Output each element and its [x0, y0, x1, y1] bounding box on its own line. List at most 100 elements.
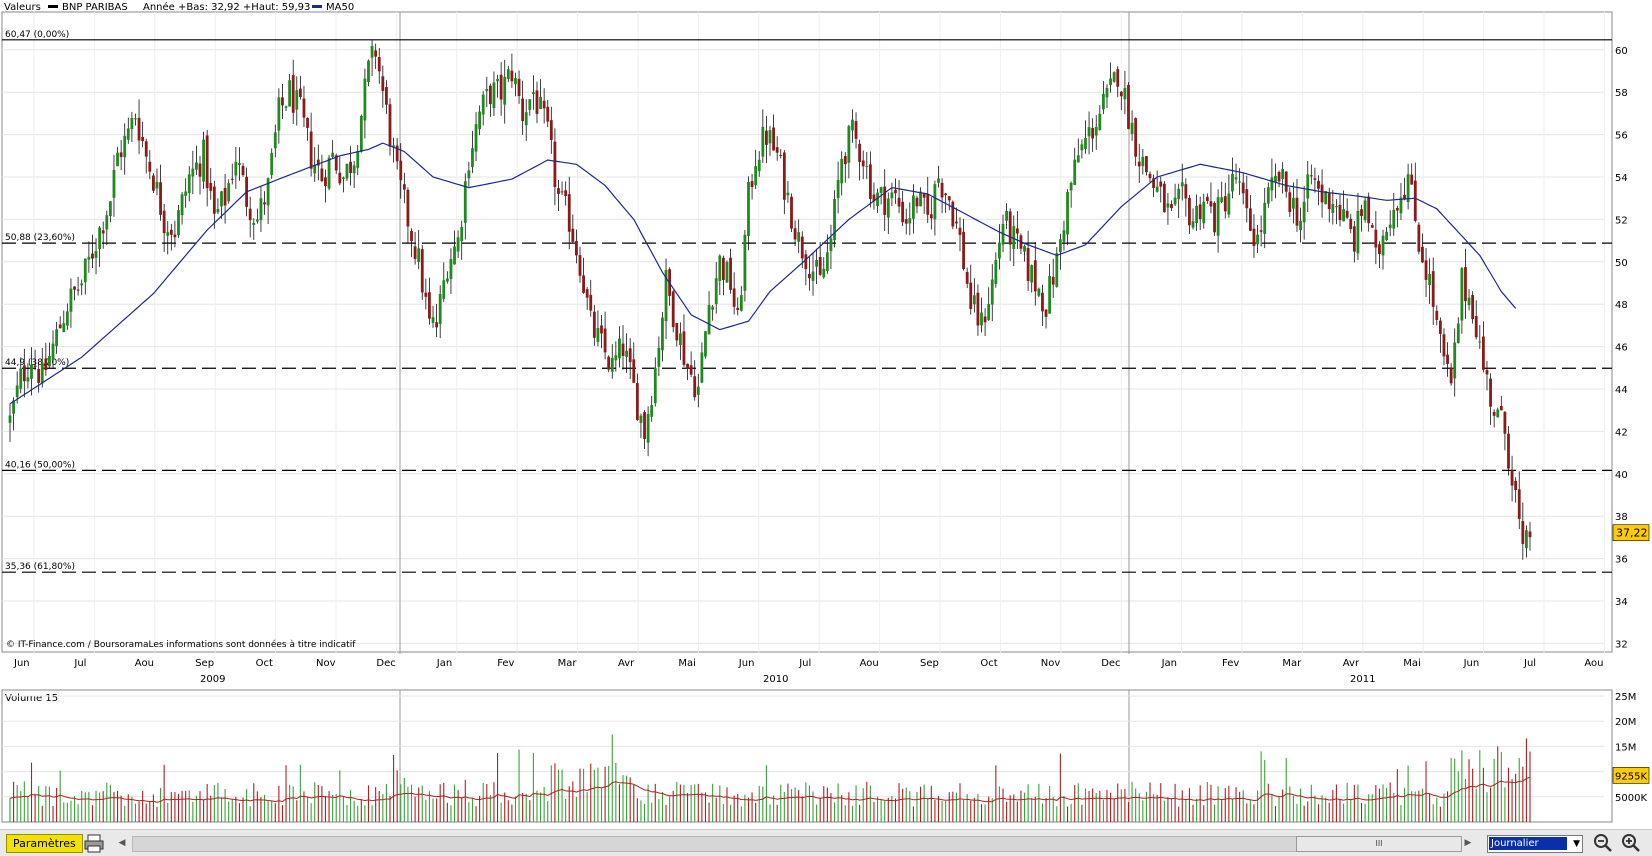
current-price-badge: [1612, 524, 1650, 542]
horizontal-scrollbar[interactable]: [132, 836, 1462, 852]
series-name: BNP PARIBAS: [62, 2, 128, 13]
candle-body: [478, 111, 482, 130]
candle-body: [19, 368, 23, 389]
candle-body: [1381, 235, 1385, 256]
candle-body: [790, 196, 793, 229]
candle-body: [456, 237, 460, 252]
candle-body: [202, 139, 205, 182]
ma-label: MA50: [326, 2, 354, 13]
candle-body: [1392, 209, 1396, 229]
year-tick-label: 2010: [763, 674, 788, 685]
candle-body: [621, 343, 625, 356]
candle-body: [137, 117, 141, 141]
candle-body: [671, 291, 675, 328]
candle-body: [994, 259, 998, 284]
price-tick-label: 40: [1615, 470, 1628, 481]
candle-body: [510, 70, 514, 82]
print-icon[interactable]: [84, 833, 104, 853]
candle-body: [926, 194, 930, 215]
candle-body: [424, 292, 428, 297]
candle-body: [876, 192, 879, 207]
volume-panel: [1, 689, 1613, 823]
candle-body: [284, 106, 288, 108]
candle-body: [180, 194, 184, 216]
volume-tick-label: 15M: [1615, 742, 1636, 753]
candle-body: [1438, 320, 1442, 334]
period-select[interactable]: Journalier ▼: [1487, 835, 1583, 853]
candle-body: [872, 194, 876, 202]
candle-body: [1015, 228, 1019, 234]
candle-body: [937, 178, 940, 183]
candle-body: [341, 177, 345, 179]
candle-body: [1309, 175, 1313, 177]
candle-body: [987, 304, 991, 320]
candle-body: [929, 214, 933, 219]
month-tick-label: Mar: [1282, 658, 1302, 669]
candle-body: [205, 135, 209, 189]
price-tick-label: 46: [1615, 343, 1628, 354]
candle-body: [1406, 174, 1410, 203]
zoom-out-icon[interactable]: [1592, 833, 1614, 853]
candle-body: [639, 415, 643, 423]
candle-body: [381, 76, 385, 92]
candle-body: [309, 131, 313, 169]
volume-ma-line: [9, 776, 1531, 803]
candle-body: [144, 141, 148, 157]
candle-body: [693, 376, 697, 398]
candle-body: [851, 119, 854, 131]
candle-body: [166, 232, 170, 236]
price-tick-label: 52: [1615, 215, 1628, 226]
candle-body: [234, 161, 238, 176]
scroll-thumb[interactable]: III: [1296, 836, 1462, 852]
zoom-in-icon[interactable]: [1620, 833, 1642, 853]
candle-body: [467, 170, 471, 179]
candle-body: [911, 195, 915, 219]
candle-body: [1051, 276, 1055, 285]
candle-body: [883, 186, 887, 215]
month-tick-label: Jan: [436, 658, 452, 669]
candle-body: [603, 328, 607, 353]
candle-body: [962, 231, 965, 270]
candle-body: [517, 78, 521, 97]
candle-body: [714, 278, 718, 305]
candle-body: [65, 311, 69, 326]
candle-body: [159, 182, 162, 215]
candle-body: [811, 271, 815, 281]
candle-body: [854, 121, 858, 139]
month-tick-label: Jul: [73, 658, 86, 669]
candle-body: [686, 363, 689, 369]
month-tick-label: Avr: [1343, 658, 1360, 669]
candle-body: [721, 257, 725, 280]
candle-body: [1098, 113, 1102, 131]
candle-body: [646, 413, 650, 443]
scroll-right-arrow[interactable]: ▶: [1464, 838, 1472, 848]
candle-body: [1123, 88, 1127, 100]
candle-body: [259, 198, 263, 221]
candle-body: [1521, 521, 1525, 544]
fibonacci-label: 40,16 (50,00%): [5, 460, 75, 470]
scroll-left-arrow[interactable]: ◀: [118, 838, 126, 848]
candle-body: [696, 386, 700, 395]
candle-body: [435, 322, 439, 328]
candle-body: [151, 175, 155, 191]
price-tick-label: 34: [1615, 597, 1628, 608]
ma-swatch: [312, 5, 322, 8]
candle-body: [1431, 271, 1435, 307]
candle-body: [643, 412, 646, 440]
candle-body: [1012, 226, 1016, 250]
candle-body: [858, 143, 862, 162]
candle-body: [1087, 127, 1091, 137]
candle-body: [560, 191, 564, 193]
candle-body: [83, 258, 87, 283]
params-button[interactable]: Paramètres: [6, 834, 83, 853]
candle-body: [704, 331, 707, 357]
fibonacci-label: 44,9 (38,20%): [5, 358, 69, 368]
candle-body: [98, 227, 102, 250]
candle-body: [485, 88, 489, 92]
candle-body: [1295, 197, 1299, 226]
copyright-text: © IT-Finance.com / BoursoramaLes informa…: [6, 639, 356, 650]
candle-body: [191, 168, 195, 177]
fibonacci-label: 35,36 (61,80%): [5, 562, 75, 572]
candle-body: [542, 100, 546, 109]
volume-tick-label: 20M: [1615, 717, 1636, 728]
